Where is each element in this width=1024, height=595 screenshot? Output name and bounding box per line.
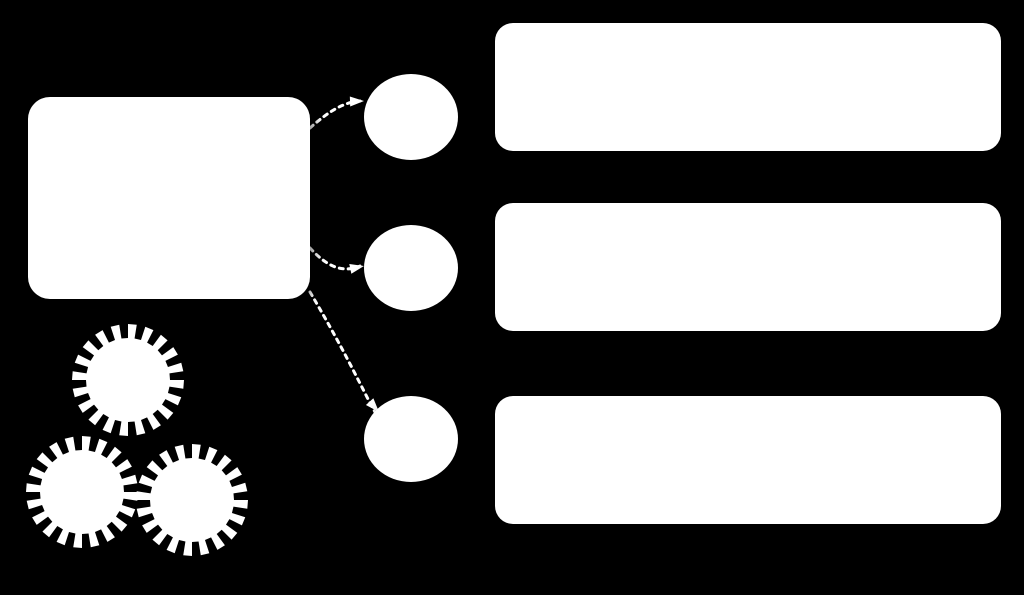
node-circle-2 [364,225,458,311]
gear-left-gear-icon [24,434,140,550]
gear-top-gear-icon [70,322,186,438]
gear-right-gear-icon [134,442,250,558]
node-circle-3 [364,396,458,482]
detail-card-2 [495,203,1001,331]
connector-arrow-1 [350,96,364,106]
node-circle-1 [364,74,458,160]
connector-3 [310,292,375,412]
source-box [28,97,310,299]
detail-card-3 [495,396,1001,524]
diagram-canvas [0,0,1024,595]
detail-card-1 [495,23,1001,151]
connector-arrow-2 [349,261,365,274]
